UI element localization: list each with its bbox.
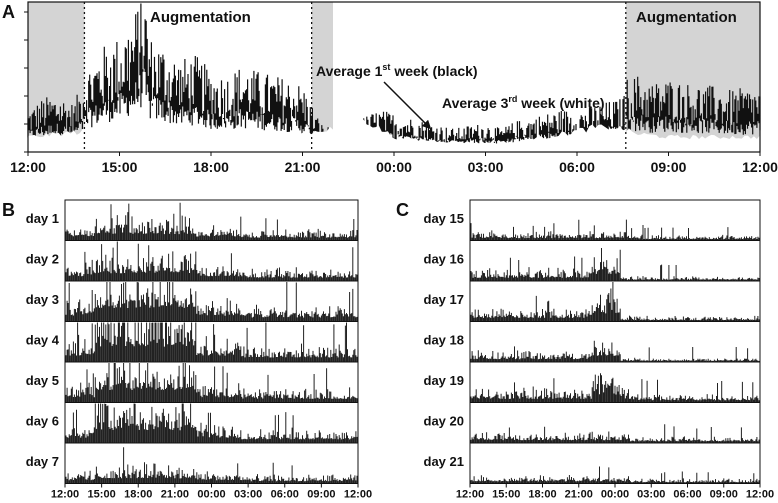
activity-bars xyxy=(469,282,760,322)
x-tick-label: 06:00 xyxy=(271,489,299,501)
x-tick-label: 18:00 xyxy=(193,159,229,175)
row-label: day 4 xyxy=(26,333,60,348)
x-tick-label: 12:00 xyxy=(742,159,778,175)
x-tick-label: 21:00 xyxy=(565,489,593,501)
row-day-4: day 4 xyxy=(26,321,359,363)
x-tick-label: 09:00 xyxy=(307,489,335,501)
x-tick-label: 09:00 xyxy=(710,489,738,501)
x-tick-label: 12:00 xyxy=(344,489,372,501)
x-tick-label: 06:00 xyxy=(559,159,595,175)
x-tick-label: 15:00 xyxy=(492,489,520,501)
activity-bars xyxy=(469,466,760,484)
row-day-3: day 3 xyxy=(26,280,359,322)
annotation-augmentation-left: Augmentation xyxy=(150,9,251,26)
row-day-19: day 19 xyxy=(424,361,761,403)
x-tick-label: 18:00 xyxy=(124,489,152,501)
activity-bars xyxy=(64,403,358,443)
row-label: day 6 xyxy=(26,414,59,429)
row-label: day 1 xyxy=(26,211,59,226)
row-day-7: day 7 xyxy=(26,442,359,484)
panel-c-rows: day 15 day 16 day 17 day 18 day 19 day 20 day … xyxy=(424,199,761,484)
arrow-week1 xyxy=(383,81,432,130)
row-label: day 16 xyxy=(424,252,464,267)
activity-bars xyxy=(64,282,358,322)
week3-activity-area xyxy=(28,116,760,152)
x-tick-label: 18:00 xyxy=(528,489,556,501)
row-day-2: day 2 xyxy=(26,240,359,282)
annotation-week3: Average 3rd week (white) xyxy=(442,94,605,111)
row-label: day 5 xyxy=(26,373,59,388)
row-day-5: day 5 xyxy=(26,361,359,403)
x-tick-label: 09:00 xyxy=(651,159,687,175)
activity-bars xyxy=(469,248,760,281)
period-divider-lines xyxy=(83,2,627,152)
row-label: day 15 xyxy=(424,211,464,226)
x-tick-label: 00:00 xyxy=(376,159,412,175)
activity-bars xyxy=(64,363,358,403)
row-label: day 18 xyxy=(424,333,464,348)
row-label: day 3 xyxy=(26,292,59,307)
arrow-week3 xyxy=(599,113,609,130)
panel-c-x-ticks: 12:00 15:00 18:00 21:00 00:00 03:00 06:00 09:00… xyxy=(456,483,774,501)
activity-bars xyxy=(469,340,760,362)
activity-bars xyxy=(469,424,760,443)
row-label: day 17 xyxy=(424,292,464,307)
x-tick-label: 21:00 xyxy=(285,159,321,175)
x-tick-label: 03:00 xyxy=(637,489,665,501)
x-tick-label: 12:00 xyxy=(746,489,774,501)
row-day-15: day 15 xyxy=(424,199,761,241)
panel-b-x-ticks: 12:00 15:00 18:00 21:00 00:00 03:00 06:00 09:00… xyxy=(51,483,372,501)
annotation-week1: Average 1st week (black) xyxy=(316,62,478,79)
x-tick-label: 12:00 xyxy=(10,159,46,175)
x-tick-label: 03:00 xyxy=(468,159,504,175)
row-day-6: day 6 xyxy=(26,402,359,444)
x-tick-label: 00:00 xyxy=(197,489,225,501)
row-frame xyxy=(64,442,359,484)
row-day-18: day 18 xyxy=(424,321,761,363)
row-label: day 21 xyxy=(424,454,464,469)
series-week3-white xyxy=(28,116,760,152)
activity-bars xyxy=(64,202,358,241)
row-label: day 7 xyxy=(26,454,59,469)
panel-label-a: A xyxy=(2,2,15,22)
panel-label-b: B xyxy=(2,200,15,220)
activity-bars xyxy=(469,219,760,241)
x-tick-label: 06:00 xyxy=(673,489,701,501)
x-tick-label: 21:00 xyxy=(161,489,189,501)
row-day-16: day 16 xyxy=(424,240,761,282)
x-tick-label: 15:00 xyxy=(102,159,138,175)
row-frame xyxy=(469,442,761,484)
activity-bars xyxy=(469,373,760,403)
row-day-17: day 17 xyxy=(424,280,761,322)
row-day-21: day 21 xyxy=(424,442,761,484)
panel-a-y-ticks xyxy=(24,11,28,153)
panel-label-c: C xyxy=(396,200,409,220)
row-label: day 20 xyxy=(424,414,464,429)
x-tick-label: 12:00 xyxy=(51,489,79,501)
panel-b-rows: day 1 day 2 day 3 day 4 day 5 day 6 day 7 xyxy=(26,199,359,484)
activity-bars xyxy=(64,241,358,281)
annotation-augmentation-right: Augmentation xyxy=(636,9,737,26)
activity-bars xyxy=(64,447,358,484)
x-tick-label: 03:00 xyxy=(234,489,262,501)
x-tick-label: 12:00 xyxy=(456,489,484,501)
x-tick-label: 15:00 xyxy=(88,489,116,501)
shaded-period-1 xyxy=(311,2,333,152)
panel-a-x-ticks: 12:00 15:00 18:00 21:00 00:00 03:00 06:00 09:00… xyxy=(10,152,778,175)
row-label: day 19 xyxy=(424,373,464,388)
row-day-20: day 20 xyxy=(424,402,761,444)
x-tick-label: 00:00 xyxy=(601,489,629,501)
row-label: day 2 xyxy=(26,252,59,267)
row-day-1: day 1 xyxy=(26,199,359,241)
activity-bars xyxy=(64,322,358,362)
panel-a: A 12:00 15:00 18:00 21:00 00:00 03:00 06:00 09:… xyxy=(2,1,778,175)
panel-b: B day 1 day 2 day 3 day 4 day 5 day 6 day 7 12… xyxy=(2,199,372,501)
